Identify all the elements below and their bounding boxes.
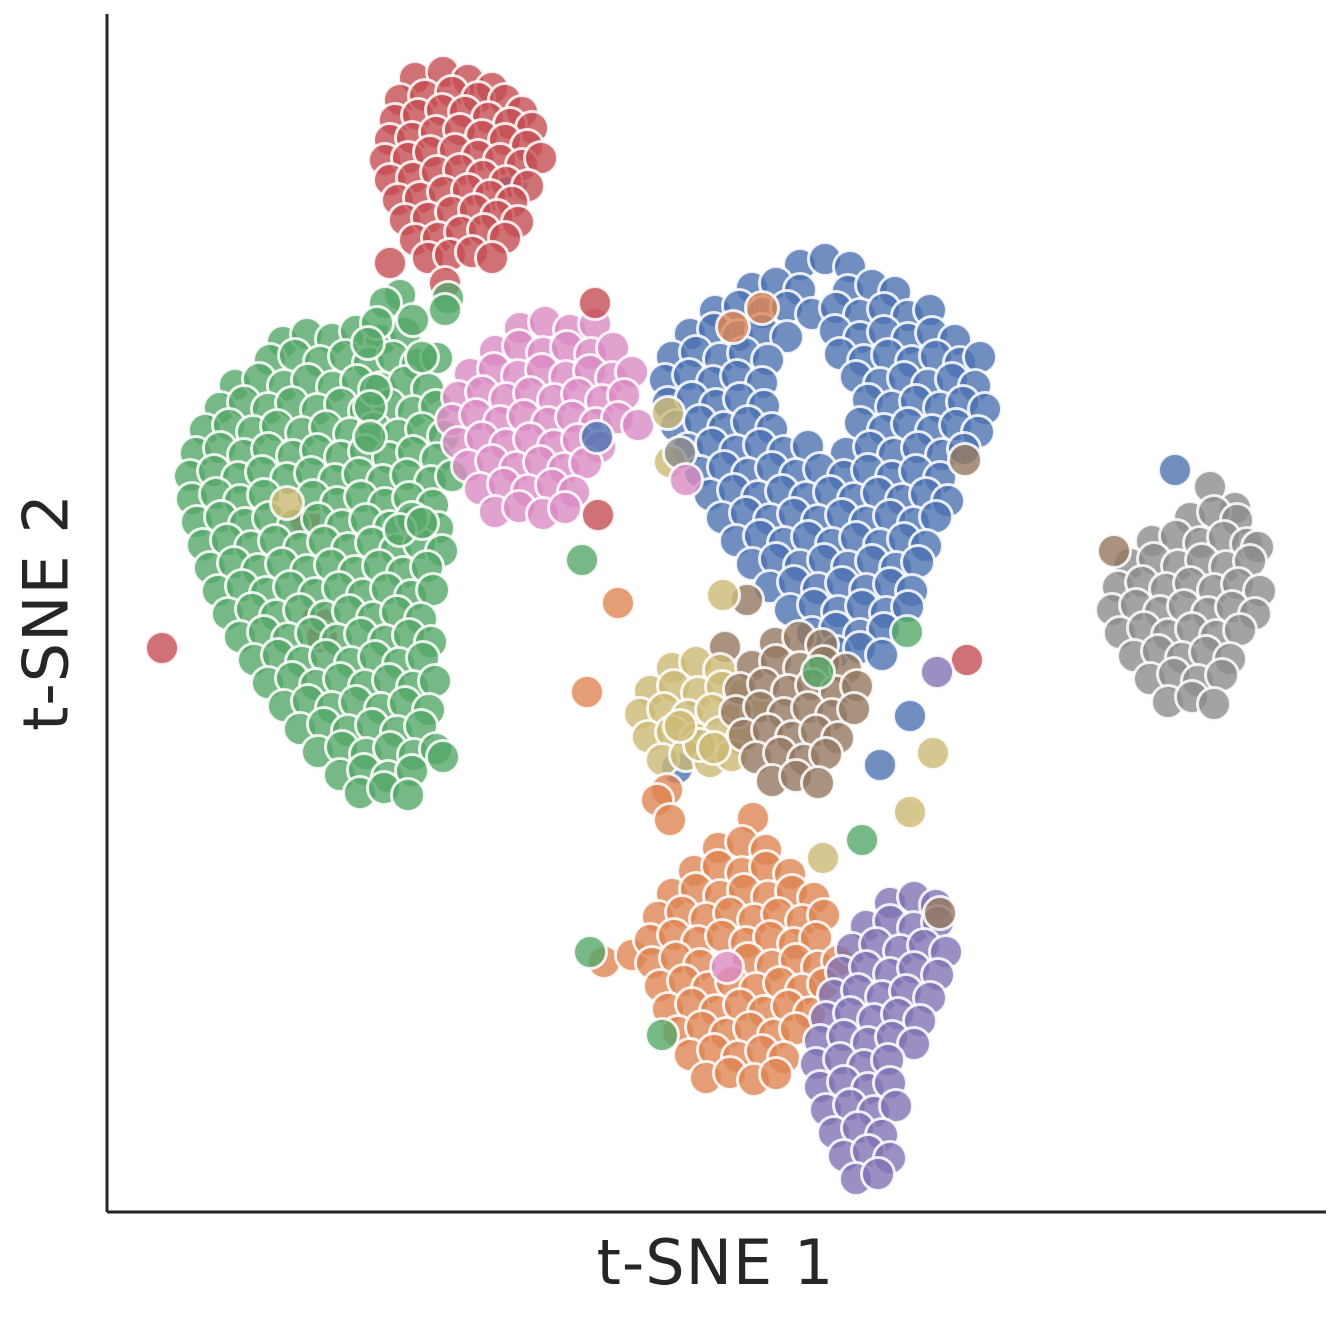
point-purple-cluster (860, 1156, 896, 1192)
point-green-bridge (350, 325, 386, 361)
point-orange-on-blue (744, 290, 780, 326)
point-gray-cluster (1196, 686, 1232, 722)
point-orange-on-blue (715, 309, 751, 345)
point-green-bridge (404, 505, 440, 541)
point-blue-cluster (962, 339, 998, 375)
point-blue-scatter (579, 419, 615, 455)
point-brown-scatter (1096, 533, 1132, 569)
point-purple-cluster (878, 1088, 914, 1124)
point-brown-on-blue (947, 442, 983, 478)
point-brown-cluster (836, 691, 872, 727)
point-blue-cluster (864, 637, 900, 673)
point-khaki-in-green (269, 485, 305, 521)
point-pink-cluster (620, 407, 656, 443)
point-orange-scatter (600, 585, 636, 621)
point-pink-on-orange (709, 949, 745, 985)
point-blue-cluster (769, 319, 805, 355)
point-green-cluster (390, 777, 426, 813)
point-khaki-scatter (915, 735, 951, 771)
point-khaki-cluster (662, 708, 698, 744)
point-blue-scatter (892, 698, 928, 734)
point-khaki-scatter (892, 794, 928, 830)
point-red-scatter (577, 285, 613, 321)
point-pink-on-blue (668, 462, 704, 498)
point-brown-cluster (800, 765, 836, 801)
point-green-scatter (800, 654, 836, 690)
y-axis-label: t-SNE 2 (9, 493, 83, 731)
point-green-scatter (425, 739, 461, 775)
point-green-scatter (564, 542, 600, 578)
point-blue-scatter (862, 747, 898, 783)
point-orange-scatter (652, 802, 688, 838)
point-khaki-on-blue (650, 395, 686, 431)
point-red-cluster (474, 240, 510, 276)
point-blue-scatter (1157, 452, 1193, 488)
point-purple-cluster (896, 1026, 932, 1062)
point-green-cluster (417, 663, 453, 699)
point-purple-scatter (919, 654, 955, 690)
point-khaki-scatter (805, 840, 841, 876)
point-green-on-orange (644, 1017, 680, 1053)
point-green-bridge (404, 339, 440, 375)
point-green-on-orange (572, 934, 608, 970)
point-orange-cluster (758, 1056, 794, 1092)
point-orange-scatter (569, 674, 605, 710)
point-green-bridge (352, 419, 388, 455)
point-khaki-scatter (705, 577, 741, 613)
point-green-scatter (844, 822, 880, 858)
point-green-bridge (352, 389, 388, 425)
point-blue-cluster (900, 544, 936, 580)
x-axis-label: t-SNE 1 (596, 1226, 835, 1299)
point-red-cluster (372, 245, 408, 281)
point-green-scatter (889, 614, 925, 650)
point-red-scatter (949, 642, 985, 678)
point-green-bridge (427, 292, 463, 328)
point-brown-on-purple (922, 895, 958, 931)
point-pink-cluster (547, 490, 583, 526)
point-red-scatter (144, 630, 180, 666)
point-khaki-cluster (696, 730, 732, 766)
point-green-bridge (395, 302, 431, 338)
point-red-scatter (580, 497, 616, 533)
